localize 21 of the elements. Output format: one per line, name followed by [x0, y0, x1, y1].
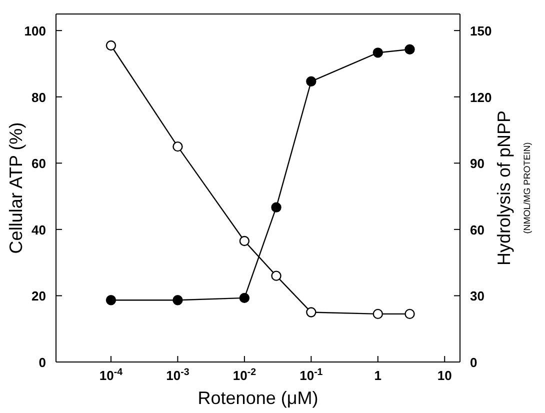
y-tick-label: 40 — [32, 222, 46, 238]
y-axis-title: Cellular ATP (%) — [6, 122, 26, 254]
x-tick-label: 10$^{-2}$ — [232, 366, 257, 383]
y-tick-label: 100 — [24, 24, 46, 39]
y-tick-label: 80 — [32, 90, 46, 105]
y2-tick-label: 60 — [470, 222, 484, 238]
y-tick-label: 60 — [32, 156, 46, 172]
y2-tick-label: 30 — [470, 288, 484, 304]
x-tick-label: 10$^{-4}$ — [99, 366, 124, 383]
x-tick-label: 10 — [437, 368, 452, 383]
y2-tick-label: 0 — [470, 355, 478, 370]
y-tick-label: 0 — [38, 355, 46, 370]
x-tick-label: 10$^{-1}$ — [300, 366, 324, 383]
y2-tick-label: 90 — [470, 156, 484, 172]
y2-tick-label: 120 — [470, 90, 492, 105]
x-axis-title: Rotenone (μM) — [198, 388, 318, 408]
y2-tick-label: 150 — [470, 24, 492, 39]
x-tick-label: 1 — [374, 368, 382, 383]
y-tick-label: 20 — [32, 288, 46, 304]
y2-axis-title: Hydrolysis of pNPP (NMOL/MG PROTEIN) — [494, 110, 532, 266]
x-tick-label: 10$^{-3}$ — [166, 366, 190, 383]
